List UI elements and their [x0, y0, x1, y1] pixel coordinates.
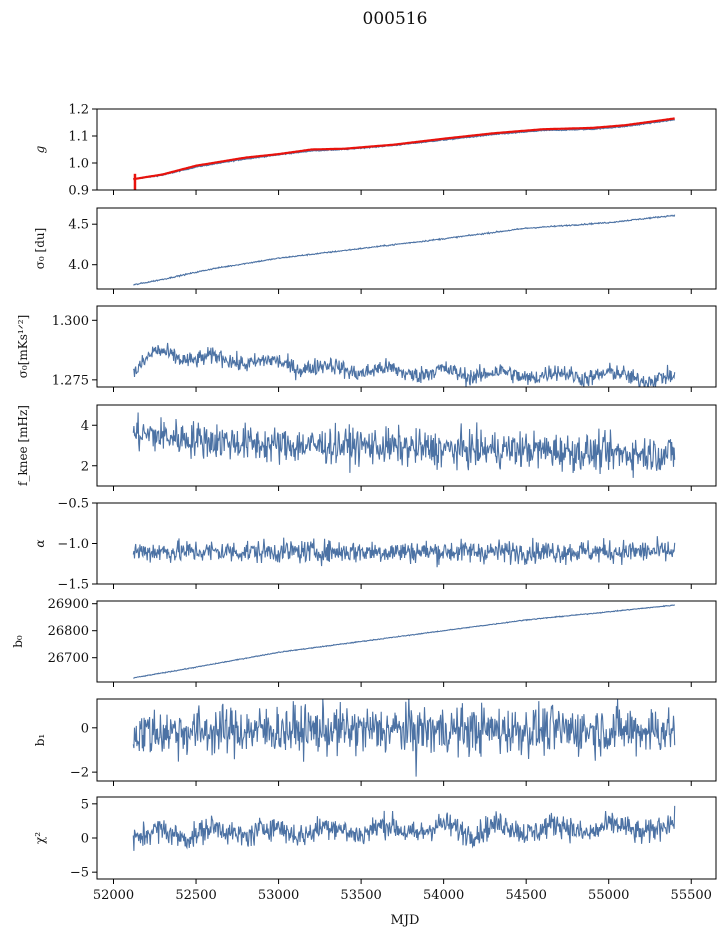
panels: 0.9 1.0 1.1 1.2 g 4.0 4.5 σ₀ [du] 1.275 1.300 σ₀[m… [11, 103, 717, 903]
panel-b1: −2 0 b₁ [33, 698, 717, 786]
panel-sigma0: 4.0 4.5 σ₀ [du] [33, 207, 717, 294]
y-tick-label: 1.1 [68, 130, 89, 145]
x-tick-label: 54500 [505, 888, 546, 903]
panel-sigma0_mks: 1.275 1.300 σ₀[mKs¹ᐟ²] [16, 305, 717, 392]
series-line-chi2-0 [132, 805, 676, 851]
axes-frame [96, 600, 717, 683]
y-tick-label: 4.0 [68, 258, 89, 273]
y-tick-label: 26700 [48, 651, 89, 666]
series-line-sigma0_mks-0 [132, 342, 676, 387]
y-tick-label: 0.9 [68, 184, 89, 199]
y-tick-label: 1.2 [68, 103, 89, 118]
y-tick-label: 26800 [48, 624, 89, 639]
panel-b0: 26700 26800 26900 b₀ [11, 597, 717, 687]
axes-frame [96, 305, 717, 388]
y-tick-label: −1.0 [57, 537, 89, 552]
y-tick-label: 4.5 [68, 218, 89, 233]
y-tick-label: 1.275 [52, 373, 89, 388]
series-line-b0-0 [133, 604, 676, 679]
x-tick-label: 53500 [340, 888, 381, 903]
y-axis-label-sigma0_mks: σ₀[mKs¹ᐟ²] [16, 315, 30, 379]
x-tick-label: 52500 [175, 888, 216, 903]
panel-g: 0.9 1.0 1.1 1.2 g [33, 103, 717, 199]
y-axis-label-sigma0: σ₀ [du] [33, 228, 47, 270]
y-tick-label: 1.0 [68, 157, 89, 172]
y-tick-label: 26900 [48, 597, 89, 612]
x-tick-label: 52000 [93, 888, 134, 903]
y-tick-label: −5 [70, 866, 89, 881]
y-tick-label: −1.5 [57, 578, 89, 593]
y-tick-label: 0 [81, 721, 89, 736]
series-line-sigma0-0 [133, 214, 676, 286]
series-line-fknee-0 [132, 412, 676, 478]
y-axis-label-fknee: f_knee [mHz] [16, 405, 30, 486]
chart-title: 000516 [363, 9, 428, 29]
axes-frame [96, 698, 717, 782]
y-axis-label-b1: b₁ [33, 734, 47, 747]
y-tick-label: 4 [81, 419, 89, 434]
x-tick-label: 54000 [423, 888, 464, 903]
x-tick-label: 55000 [588, 888, 629, 903]
series-line-alpha-0 [132, 536, 676, 568]
y-tick-label: 2 [81, 459, 89, 474]
y-axis-label-chi2: χ² [33, 832, 47, 844]
axes-frame [96, 404, 717, 487]
x-tick-label: 55500 [671, 888, 712, 903]
y-axis-label-b0: b₀ [11, 635, 25, 648]
x-tick-label: 53000 [258, 888, 299, 903]
y-tick-label: −0.5 [57, 497, 89, 512]
panel-fknee: 2 4 f_knee [mHz] [16, 404, 717, 491]
y-tick-label: −2 [70, 766, 89, 781]
y-axis-label-g: g [33, 145, 47, 153]
axes-frame [96, 207, 717, 290]
y-tick-label: 0 [81, 832, 89, 847]
x-axis-label: MJD [391, 913, 420, 928]
y-tick-label: 1.300 [52, 314, 89, 329]
axes-frame [96, 108, 717, 191]
y-tick-label: 5 [81, 797, 89, 812]
panel-alpha: −1.5 −1.0 −0.5 α [33, 497, 717, 593]
y-axis-label-alpha: α [33, 539, 47, 547]
series-line-g-1 [133, 117, 675, 181]
series-line-b1-0 [132, 699, 676, 777]
panel-chi2: −5 0 5 52000 52500 53000 53500 54000 54500 55000 5… [33, 796, 717, 903]
